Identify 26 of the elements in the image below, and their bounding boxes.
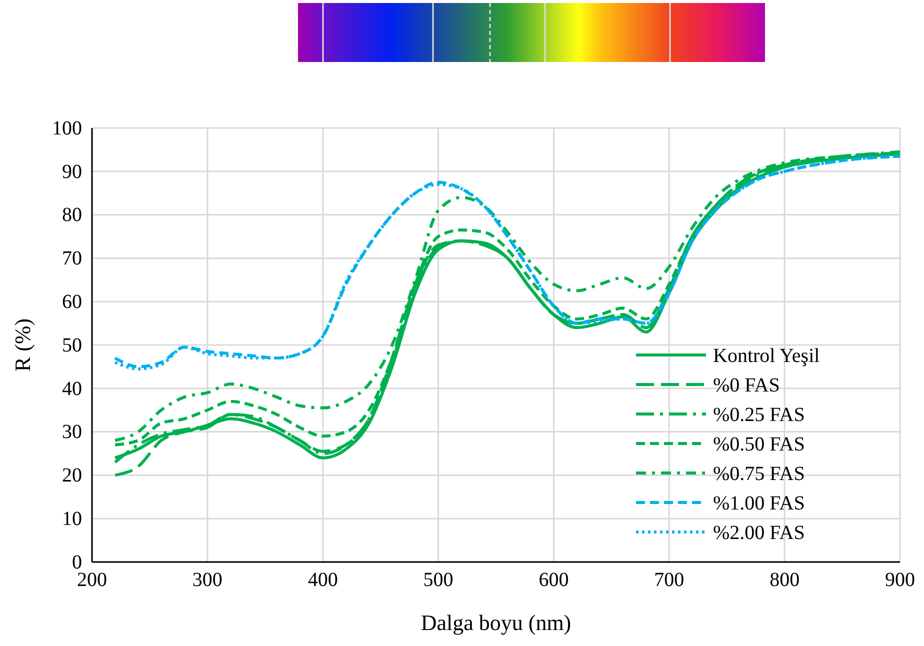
x-tick-label: 800 xyxy=(770,569,800,592)
x-tick-label: 300 xyxy=(192,569,222,592)
legend-label: Kontrol Yeşil xyxy=(713,345,820,367)
y-axis-title: R (%) xyxy=(10,318,35,372)
x-tick-label: 500 xyxy=(423,569,454,592)
y-tick-label: 10 xyxy=(62,508,82,530)
legend-label: %1.00 FAS xyxy=(713,492,805,514)
y-tick-label: 100 xyxy=(52,117,82,140)
y-tick-label: 80 xyxy=(62,204,82,226)
y-tick-label: 30 xyxy=(62,421,82,444)
y-tick-label: 90 xyxy=(62,160,82,183)
legend-label: %0.50 FAS xyxy=(713,434,805,456)
y-tick-label: 20 xyxy=(62,464,82,487)
legend-label: %2.00 FAS xyxy=(713,522,805,544)
legend-label: %0.25 FAS xyxy=(713,404,805,426)
x-tick-label: 600 xyxy=(538,569,569,592)
legend-label: %0 FAS xyxy=(713,374,780,396)
y-tick-label: 70 xyxy=(62,248,82,270)
x-tick-label: 400 xyxy=(308,569,338,592)
y-tick-label: 60 xyxy=(62,291,82,313)
y-tick-label: 50 xyxy=(62,334,82,356)
x-axis-title: Dalga boyu (nm) xyxy=(420,610,572,635)
y-tick-label: 40 xyxy=(62,378,82,400)
legend-label: %0.75 FAS xyxy=(713,463,805,485)
x-tick-label: 700 xyxy=(654,569,684,592)
x-tick-label: 900 xyxy=(885,569,915,592)
